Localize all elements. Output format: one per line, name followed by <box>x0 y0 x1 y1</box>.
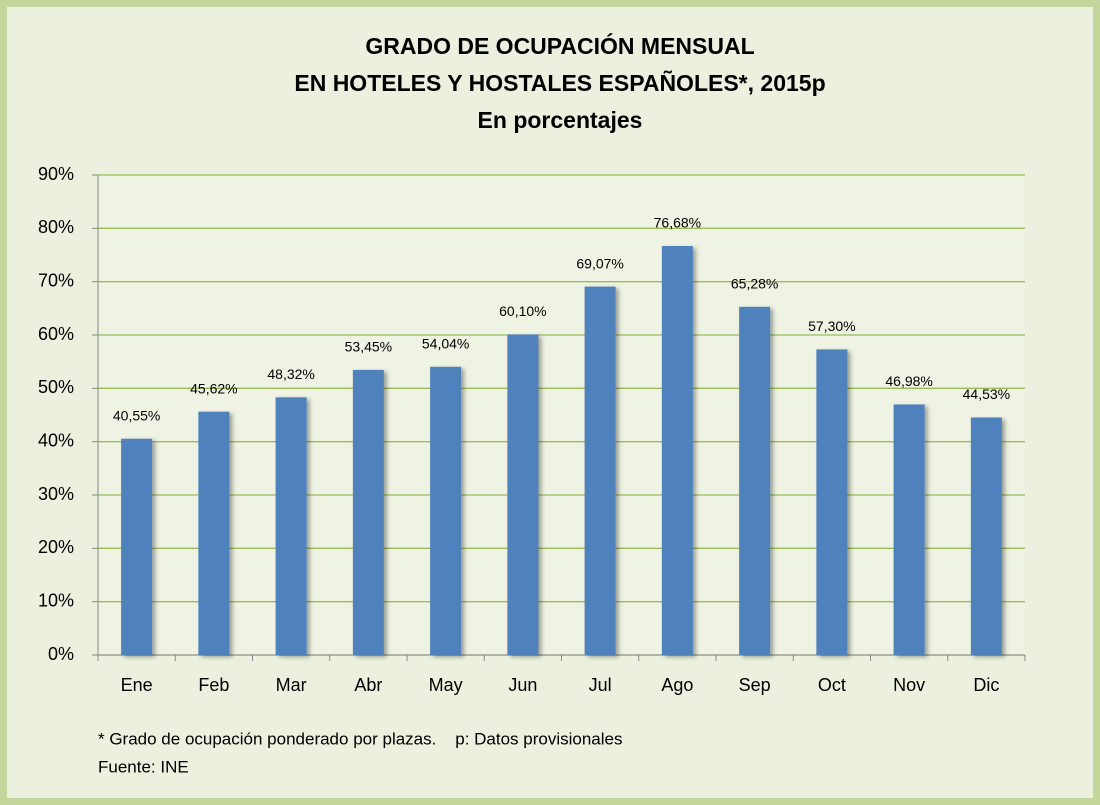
x-tick-label: Ago <box>661 675 693 695</box>
chart-subtitle: En porcentajes <box>478 107 643 133</box>
y-tick-label: 50% <box>38 377 74 397</box>
bar <box>430 366 462 655</box>
chart-title: EN HOTELES Y HOSTALES ESPAÑOLES*, 2015p <box>294 69 825 96</box>
value-label: 46,98% <box>885 373 932 389</box>
value-label: 45,62% <box>190 380 237 396</box>
bar <box>121 438 153 655</box>
x-tick-label: Ene <box>121 675 153 695</box>
bar <box>893 404 925 655</box>
bar <box>275 397 307 655</box>
value-label: 54,04% <box>422 335 469 351</box>
y-tick-label: 80% <box>38 217 74 237</box>
x-tick-label: Abr <box>354 675 382 695</box>
value-label: 65,28% <box>731 276 778 292</box>
y-tick-label: 70% <box>38 270 74 290</box>
chart-title: GRADO DE OCUPACIÓN MENSUAL <box>365 32 754 59</box>
bar <box>198 411 230 655</box>
bar <box>970 417 1002 655</box>
bar <box>352 369 384 655</box>
bar <box>816 349 848 655</box>
value-label: 57,30% <box>808 318 855 334</box>
x-tick-label: Feb <box>198 675 229 695</box>
value-label: 44,53% <box>963 386 1010 402</box>
y-tick-label: 40% <box>38 430 74 450</box>
value-label: 76,68% <box>654 215 701 231</box>
x-tick-label: May <box>429 675 463 695</box>
footnote: * Grado de ocupación ponderado por plaza… <box>98 729 623 748</box>
y-tick-label: 60% <box>38 324 74 344</box>
y-tick-label: 90% <box>38 164 74 184</box>
x-tick-label: Jun <box>508 675 537 695</box>
x-tick-label: Mar <box>276 675 307 695</box>
x-tick-label: Oct <box>818 675 846 695</box>
y-tick-label: 10% <box>38 590 74 610</box>
source: Fuente: INE <box>98 757 189 776</box>
x-tick-label: Sep <box>739 675 771 695</box>
value-label: 69,07% <box>576 255 623 271</box>
bar <box>739 306 771 655</box>
value-label: 48,32% <box>267 366 314 382</box>
x-tick-label: Dic <box>973 675 999 695</box>
plot-area <box>98 175 1025 655</box>
value-label: 60,10% <box>499 303 546 319</box>
y-tick-label: 20% <box>38 537 74 557</box>
x-tick-label: Nov <box>893 675 925 695</box>
value-label: 40,55% <box>113 407 160 423</box>
value-label: 53,45% <box>345 339 392 355</box>
y-tick-label: 0% <box>48 644 74 664</box>
bar <box>661 246 693 656</box>
bar <box>507 334 539 655</box>
y-tick-label: 30% <box>38 484 74 504</box>
x-tick-label: Jul <box>589 675 612 695</box>
bar <box>584 286 616 655</box>
